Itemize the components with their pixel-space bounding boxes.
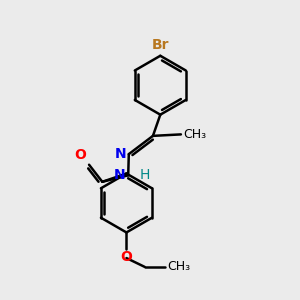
Text: O: O (121, 250, 132, 264)
Text: H: H (140, 168, 150, 182)
Text: O: O (74, 148, 86, 162)
Text: Br: Br (152, 38, 169, 52)
Text: N: N (115, 147, 126, 161)
Text: CH₃: CH₃ (168, 260, 191, 273)
Text: N: N (114, 168, 126, 182)
Text: CH₃: CH₃ (183, 128, 206, 141)
